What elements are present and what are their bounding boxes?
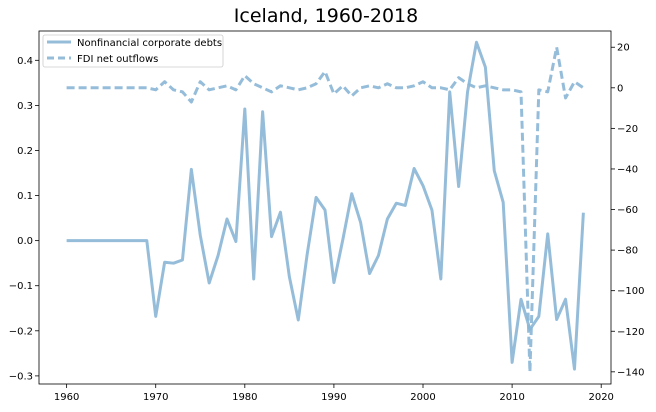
series-line-nonfinancial-corporate-debts [66, 40, 585, 371]
y-tick-label: −0.1 [9, 281, 33, 292]
y-tick-label: −0.2 [9, 326, 33, 337]
y2-tick-label: −60 [617, 205, 638, 216]
x-tick-label: 1970 [143, 392, 168, 403]
x-tick-label: 2000 [410, 392, 435, 403]
legend-box [42, 34, 224, 68]
y-tick-label: −0.3 [9, 371, 33, 382]
plot-frame [38, 30, 612, 385]
chart-title: Iceland, 1960-2018 [234, 5, 418, 27]
y-tick-label: 0.1 [17, 191, 33, 202]
legend-label-fdi-net-outflows: FDI net outflows [77, 54, 158, 65]
y2-tick-label: −80 [617, 246, 638, 257]
y2-tick-label: −100 [617, 286, 644, 297]
x-tick-label: 1990 [321, 392, 346, 403]
y2-tick-label: 20 [617, 43, 630, 54]
legend-label-nonfinancial-corporate-debts: Nonfinancial corporate debts [77, 38, 222, 49]
y2-tick-label: −20 [617, 124, 638, 135]
y2-tick-label: −140 [617, 367, 644, 378]
y2-tick-label: −120 [617, 327, 644, 338]
plot-area [66, 40, 585, 374]
y-tick-label: 0.3 [17, 101, 33, 112]
legend: Nonfinancial corporate debts FDI net out… [42, 34, 224, 68]
y-tick-label: 0.4 [17, 56, 33, 67]
y-tick-label: 0.0 [17, 236, 33, 247]
x-tick-label: 1980 [232, 392, 257, 403]
x-tick-label: 2010 [499, 392, 524, 403]
y-tick-label: 0.2 [17, 146, 33, 157]
x-tick-label: 1960 [54, 392, 79, 403]
x-tick-label: 2020 [588, 392, 613, 403]
series-line-fdi-net-outflows [66, 45, 585, 374]
y2-tick-label: −40 [617, 164, 638, 175]
y2-tick-label: 0 [617, 83, 623, 94]
